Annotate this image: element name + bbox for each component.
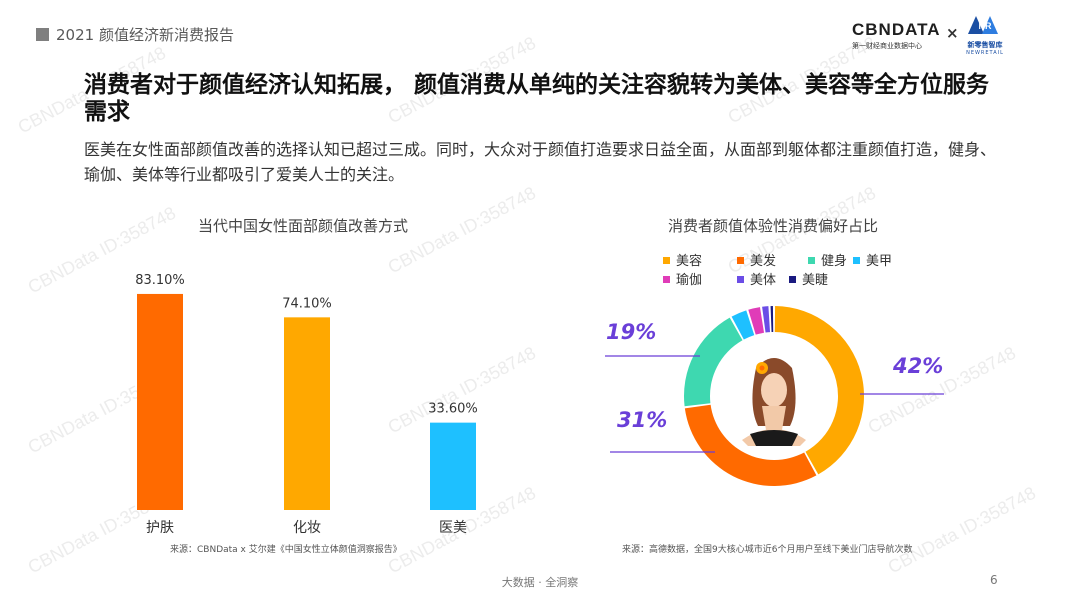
legend-item: 美体 [737, 269, 776, 288]
bar-1 [137, 293, 183, 510]
cbndata-logo-sub: 第一财经商业数据中心 [852, 43, 922, 50]
donut-slice-7 [770, 306, 774, 333]
header-marker [36, 28, 49, 41]
legend-label: 美发 [750, 254, 777, 269]
legend-label: 美体 [750, 273, 777, 288]
legend-swatch [737, 257, 744, 264]
bar-value-label: 83.10% [135, 273, 185, 288]
logo-times: × [946, 24, 959, 42]
legend-item: 美发 [737, 250, 776, 269]
partner-logo-icon: NR [968, 16, 998, 34]
legend-item: 美甲 [853, 250, 892, 269]
woman-illustration [742, 358, 806, 446]
bar-3 [430, 422, 476, 510]
legend-item: 瑜伽 [663, 269, 702, 288]
legend-item: 健身 [808, 250, 847, 269]
bar-value-label: 33.60% [428, 402, 478, 417]
partner-logo: NR 新零售智库 NEWRETAIL [962, 14, 1008, 56]
donut-chart-title: 消费者颜值体验性消费偏好占比 [668, 217, 879, 235]
donut-label-42: 42% [893, 354, 944, 378]
page-number: 6 [990, 573, 998, 587]
donut-slice-2 [684, 404, 817, 486]
slide-title: 消费者对于颜值经济认知拓展， 颜值消费从单纯的关注容貌转为美体、美容等全方位服务… [84, 72, 990, 125]
legend-item: 美睫 [789, 269, 828, 288]
bar-category-label: 医美 [439, 520, 467, 536]
legend-swatch [663, 276, 670, 283]
cbndata-logo: CBNDATA 第一财经商业数据中心 [852, 20, 941, 51]
bar-chart-source: 来源：CBNData x 艾尔建《中国女性立体颜值洞察报告》 [170, 545, 402, 555]
legend-swatch [789, 276, 796, 283]
bar-chart: 83.10% 护肤 74.10% 化妆 33.60% 医美 [135, 273, 478, 536]
donut-slice-6 [762, 306, 771, 333]
report-title: 2021 颜值经济新消费报告 [56, 26, 234, 44]
cbndata-logo-text: CBNDATA [852, 20, 941, 39]
bar-category-label: 护肤 [146, 520, 174, 536]
legend-swatch [663, 257, 670, 264]
partner-logo-mark: NR [979, 21, 992, 31]
slide-subtitle: 医美在女性面部颜值改善的选择认知已超过三成。同时，大众对于颜值打造要求日益全面，… [84, 140, 997, 184]
legend-label: 美睫 [802, 273, 829, 288]
legend-label: 瑜伽 [676, 273, 703, 288]
partner-logo-en: NEWRETAIL [966, 50, 1004, 56]
bar-2 [284, 317, 330, 510]
donut-slice-3 [684, 317, 743, 407]
donut-label-31: 31% [617, 408, 668, 432]
legend-item: 美容 [663, 250, 702, 269]
donut-slice-5 [748, 307, 765, 335]
donut-chart-source: 来源：高德数据，全国9大核心城市近6个月用户至线下美业门店导航次数 [622, 545, 913, 555]
donut-chart [605, 306, 944, 486]
footer-brand: 大数据 · 全洞察 [501, 576, 579, 589]
bar-value-label: 74.10% [282, 296, 332, 311]
legend-label: 美容 [676, 254, 703, 269]
partner-logo-name: 新零售智库 [967, 41, 1003, 49]
legend-swatch [853, 257, 860, 264]
donut-slice-4 [731, 310, 755, 340]
donut-slice-1 [774, 306, 864, 475]
legend-swatch [808, 257, 815, 264]
bar-chart-title: 当代中国女性面部颜值改善方式 [198, 217, 409, 235]
bar-category-label: 化妆 [293, 520, 321, 536]
legend-label: 健身 [821, 254, 848, 269]
donut-label-19: 19% [606, 320, 657, 344]
legend-label: 美甲 [866, 254, 893, 269]
legend-swatch [737, 276, 744, 283]
